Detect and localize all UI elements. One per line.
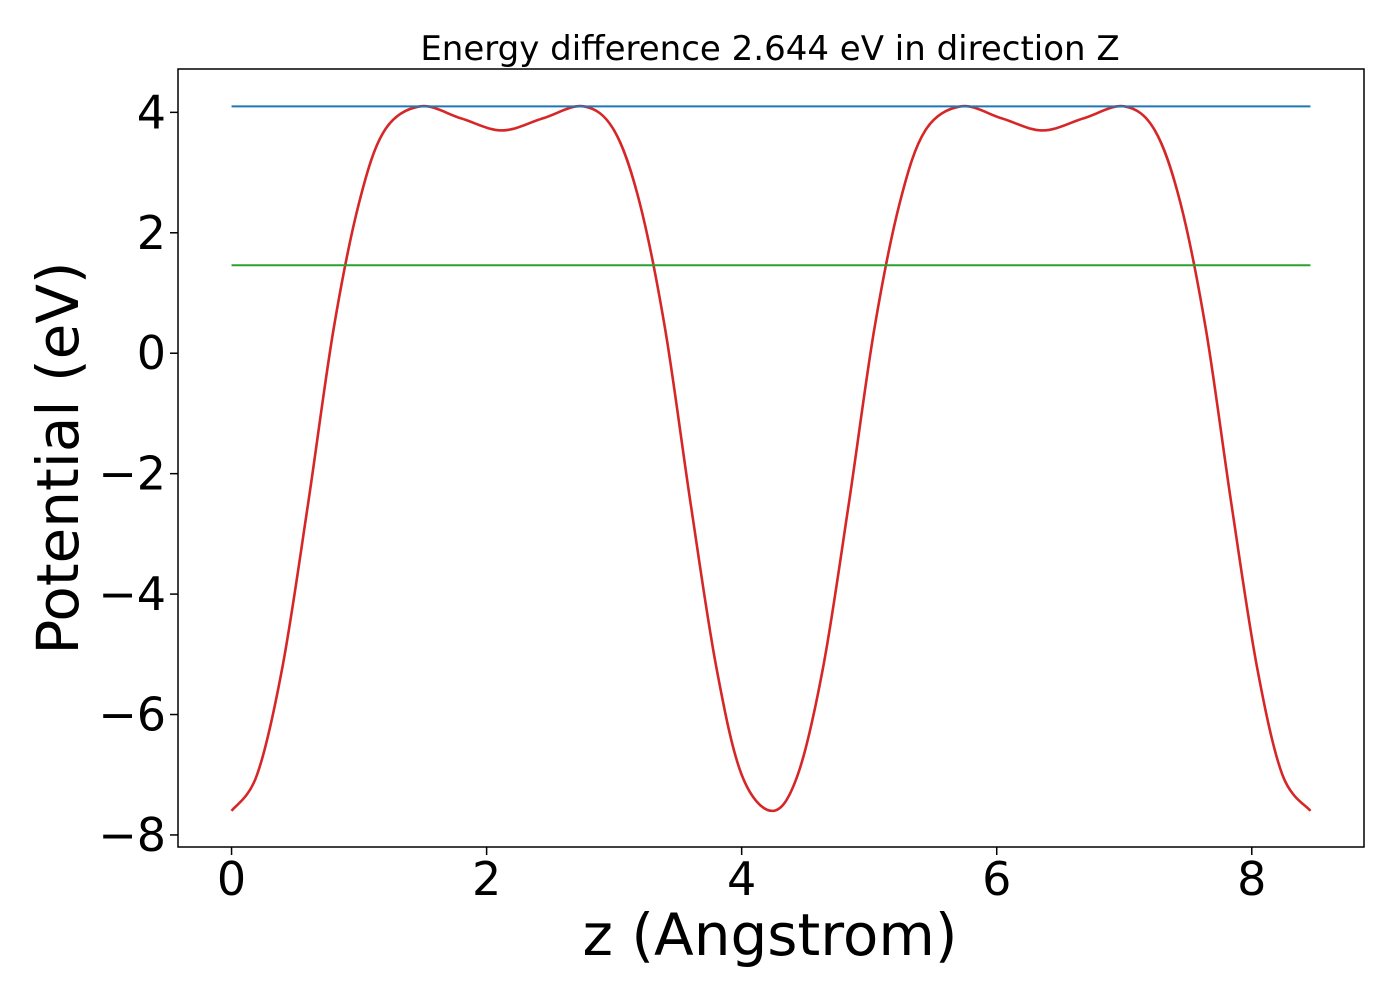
y-tick-label: −8 [98,808,166,862]
y-tick-label: 2 [137,206,166,260]
y-tick-label: 0 [137,326,166,380]
x-axis-ticks: 0 2 4 6 8 [217,847,1266,906]
x-tick-label: 8 [1237,852,1266,906]
series-layer [230,104,1312,813]
y-axis-label: Potential (eV) [24,261,92,654]
y-tick-label: 4 [137,85,166,139]
potential-curve [230,104,1312,813]
y-tick-label: −6 [98,688,166,742]
x-tick-label: 2 [472,852,501,906]
x-tick-label: 4 [727,852,756,906]
y-tick-label: −2 [98,447,166,501]
plot-area-frame [177,68,1365,848]
y-tick-label: −4 [98,567,166,621]
chart-title: Energy difference 2.644 eV in direction … [420,29,1119,69]
x-tick-label: 0 [217,852,246,906]
x-axis-label: z (Angstrom) [583,901,958,969]
x-tick-label: 6 [982,852,1011,906]
y-axis-ticks: −8 −6 −4 −2 0 2 4 [98,85,178,862]
